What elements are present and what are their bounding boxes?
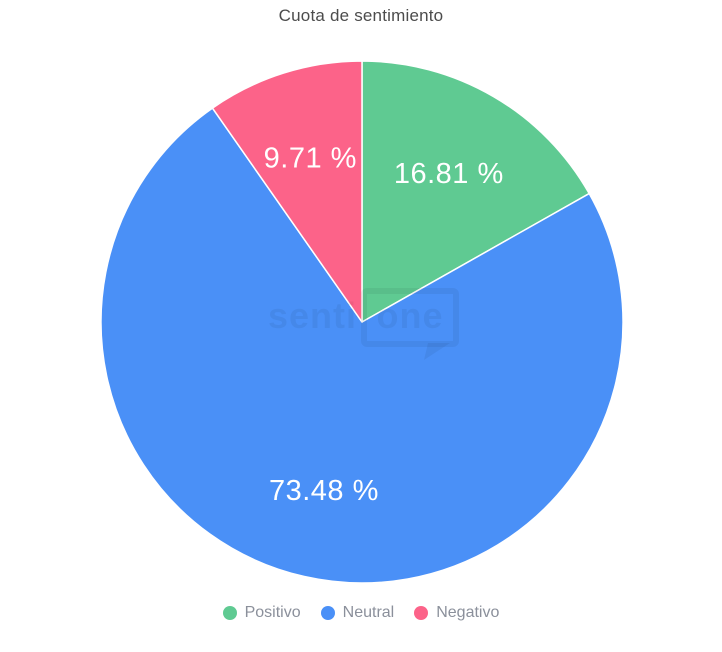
legend-label: Negativo [436, 604, 500, 621]
legend: Positivo Neutral Negativo [0, 604, 722, 622]
legend-item-positivo[interactable]: Positivo [222, 604, 301, 622]
sentione-watermark: senti one [268, 288, 459, 360]
watermark-text-one: one [376, 295, 443, 336]
legend-label: Positivo [244, 604, 301, 621]
watermark-text-senti: senti [268, 295, 357, 336]
slice-label-neutral: 73.48 % [269, 475, 379, 507]
legend-item-negativo[interactable]: Negativo [414, 604, 499, 622]
pie-slice-positivo[interactable] [361, 60, 590, 323]
watermark-bubble-tail [424, 343, 450, 360]
pie-slice-negativo[interactable] [211, 60, 363, 323]
watermark-bubble [361, 288, 459, 347]
legend-dot-negativo [414, 606, 429, 620]
chart-title: Cuota de sentimiento [278, 6, 444, 25]
legend-label: Neutral [342, 604, 395, 621]
pie-slice-neutral[interactable] [100, 107, 624, 584]
slice-label-positivo: 16.81 % [394, 158, 504, 190]
legend-dot-neutral [320, 606, 335, 620]
legend-item-neutral[interactable]: Neutral [320, 604, 395, 622]
legend-dot-positivo [222, 606, 237, 620]
slice-label-negativo: 9.71 % [264, 143, 357, 175]
